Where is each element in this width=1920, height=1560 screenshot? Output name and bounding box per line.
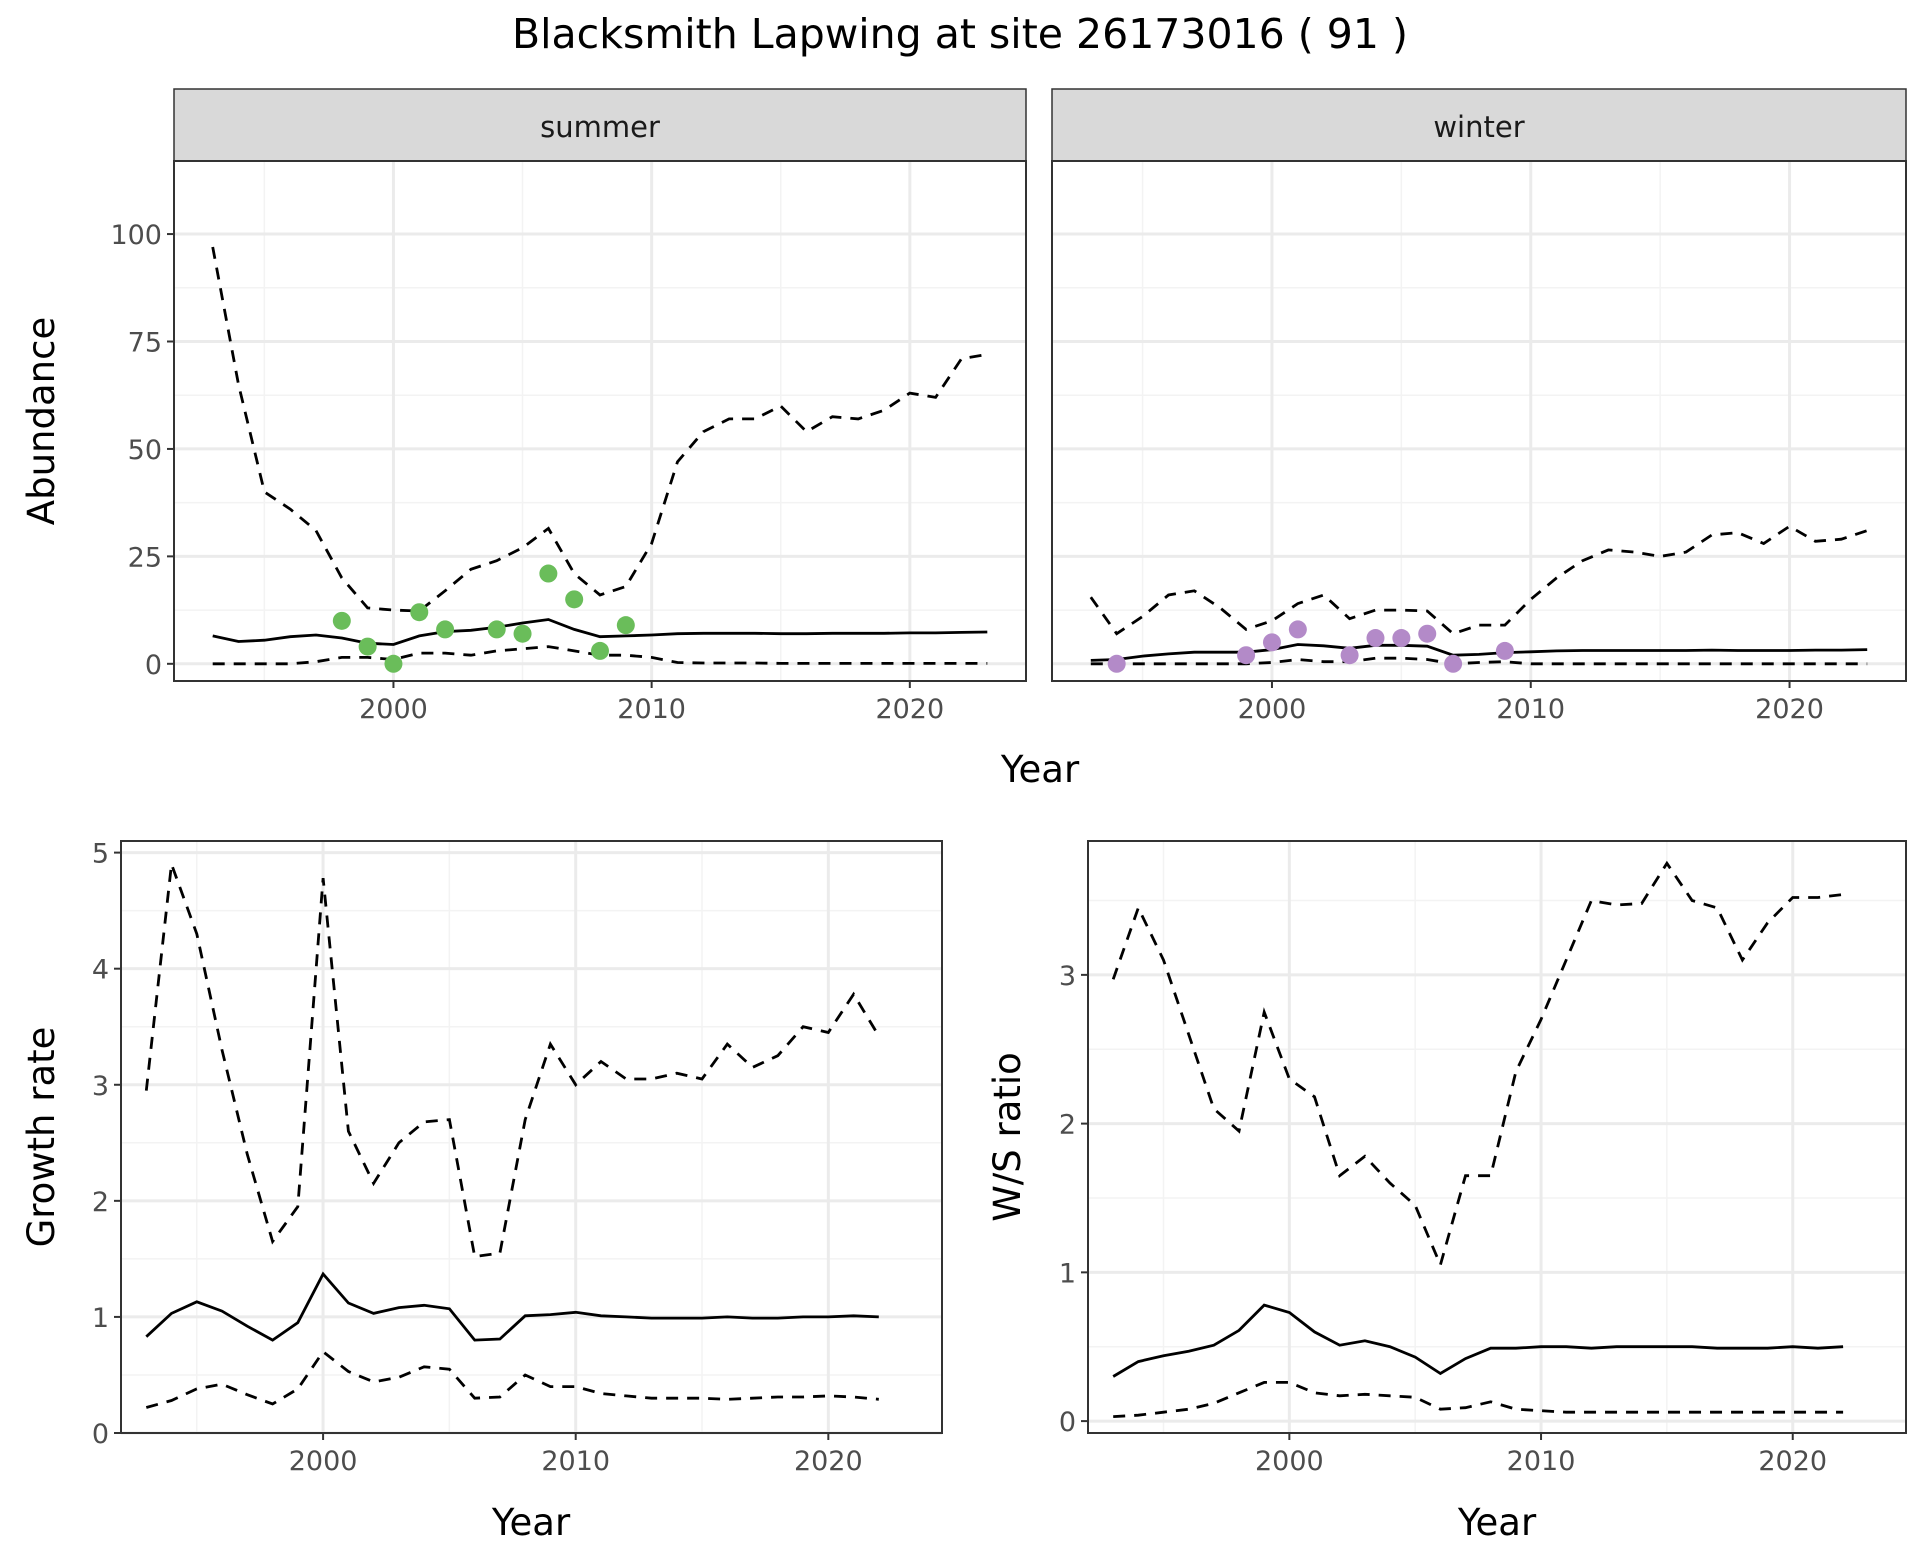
series-line-estimate [1112,1303,1844,1378]
panel-ratio: 0 1 2 3 2000 2010 2020 [1059,840,1907,1477]
data-point [1444,654,1463,673]
x-tick-label: 2020 [794,1446,863,1477]
panel-border [120,840,943,1434]
x-tick-label: 2000 [289,1446,358,1477]
data-point [436,620,455,639]
series-line-estimate [145,1271,879,1342]
x-tick-label: 2010 [617,694,686,725]
data-point [1340,646,1359,665]
plot-background [1088,841,1906,1433]
data-point [1392,629,1411,648]
y-axis-title-abundance: Abundance [20,317,63,525]
y-tick-label: 3 [92,1071,109,1102]
panel-border [1087,840,1907,1434]
data-point [487,620,506,639]
y-tick-label: 50 [128,435,162,466]
x-tick-label: 2020 [875,694,944,725]
x-tick-label: 2000 [1238,694,1307,725]
chart-title: Blacksmith Lapwing at site 26173016 ( 91… [512,10,1408,58]
x-tick-label: 2010 [1496,694,1565,725]
series-line-estimate [1090,643,1868,662]
data-point [410,603,429,622]
x-tick-label: 2000 [359,694,428,725]
data-point [1107,654,1126,673]
x-tick-label: 2010 [541,1446,610,1477]
data-point [358,637,377,656]
series-line-upper [1111,860,1844,1270]
data-point [332,611,351,630]
y-tick-label: 0 [1059,1407,1076,1438]
plot-background [174,161,1026,681]
y-tick-label: 3 [1059,961,1076,992]
x-tick-label: 2020 [1755,694,1824,725]
panel-border [1051,160,1907,682]
series-line-lower [1090,656,1868,666]
strip-summer: summer [173,88,1027,162]
panel-border [173,160,1027,682]
data-point [539,564,558,583]
strip-label-summer: summer [540,110,660,144]
strip-winter: winter [1051,88,1907,162]
data-point [565,590,584,609]
panel-growth: 0 1 2 3 4 5 2000 2010 2020 [92,839,943,1477]
x-axis-title-growth: Year [491,1501,571,1544]
y-axis-title-growth: Growth rate [20,1027,63,1248]
y-tick-label: 0 [145,650,162,681]
y-tick-label: 75 [128,327,162,358]
panel-summer: 0 25 50 75 100 2000 2010 2020 [110,160,1027,725]
data-point [1495,641,1514,660]
plot-background [1052,161,1906,681]
data-point [1366,629,1385,648]
x-axis-title-ratio: Year [1457,1501,1537,1544]
data-point [1288,620,1307,639]
panel-winter: 2000 2010 2020 [1051,160,1907,725]
data-point [1237,646,1256,665]
series-line-lower [1113,1381,1844,1418]
series-line-lower [145,1349,879,1409]
y-tick-label: 25 [128,542,162,573]
series-line-upper [211,246,988,613]
data-point [616,616,635,635]
y-tick-label: 5 [92,839,109,870]
y-axis-title-ratio: W/S ratio [986,1052,1029,1222]
y-tick-label: 0 [92,1419,109,1450]
x-tick-label: 2020 [1758,1446,1827,1477]
y-tick-label: 4 [92,955,109,986]
data-point [1418,624,1437,643]
x-tick-label: 2000 [1255,1446,1324,1477]
y-tick-label: 2 [1059,1110,1076,1141]
data-point [384,654,403,673]
data-point [513,624,532,643]
x-tick-label: 2010 [1507,1446,1576,1477]
series-line-upper [144,863,880,1259]
data-point [1262,633,1281,652]
y-tick-label: 1 [1059,1258,1076,1289]
strip-label-winter: winter [1433,110,1524,144]
series-line-estimate [212,618,988,646]
y-tick-label: 100 [110,220,162,251]
x-axis-title-top: Year [1000,748,1080,791]
plot-background [121,841,942,1433]
y-tick-label: 2 [92,1187,109,1218]
data-point [591,641,609,660]
y-tick-label: 1 [92,1303,109,1334]
